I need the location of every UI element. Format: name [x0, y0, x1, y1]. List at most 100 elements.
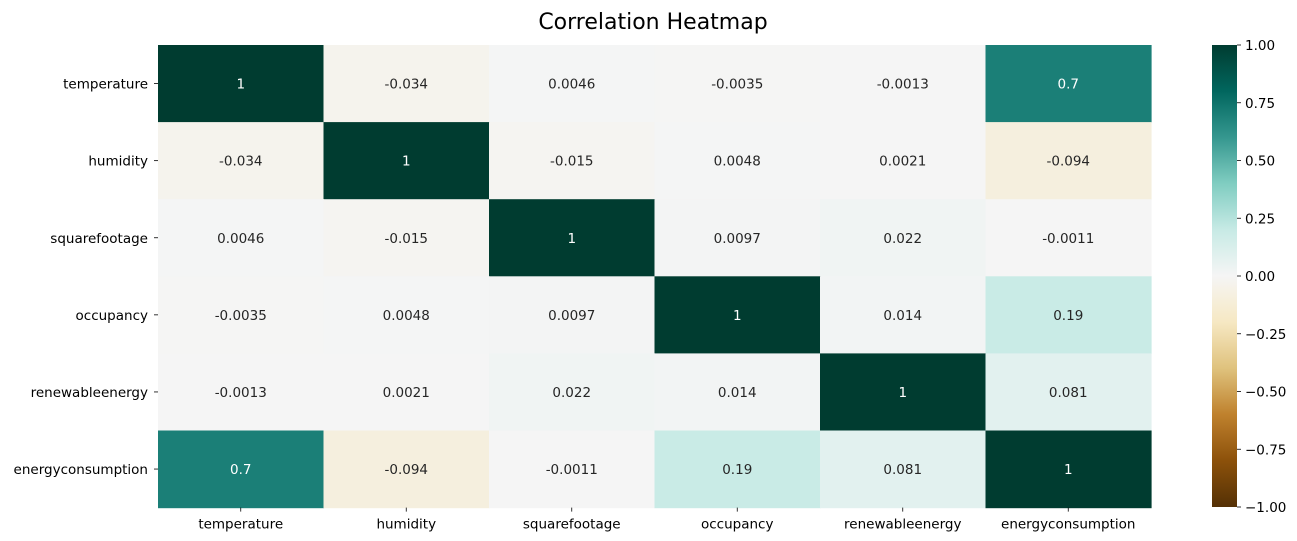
heatmap-cell — [654, 45, 821, 123]
cell-annotation: 0.081 — [1049, 385, 1088, 401]
heatmap-cell — [985, 45, 1152, 123]
cell-annotation: -0.0013 — [877, 77, 929, 93]
y-tick-label: squarefootage — [50, 231, 148, 247]
y-tick-label: humidity — [88, 154, 148, 170]
heatmap-cell — [820, 122, 987, 200]
x-tick-label: squarefootage — [523, 517, 621, 533]
cell-annotation: 0.7 — [230, 462, 251, 478]
heatmap-cell — [158, 276, 325, 354]
x-tick-label: renewableenergy — [844, 517, 961, 533]
colorbar-tick-label: −0.50 — [1245, 385, 1286, 401]
cell-annotation: 0.0048 — [714, 154, 761, 170]
heatmap-cell — [489, 276, 656, 354]
cell-annotation: 0.0048 — [383, 308, 430, 324]
heatmap-cell — [323, 276, 490, 354]
heatmap-cell — [985, 199, 1152, 277]
cell-annotation: 1 — [898, 385, 907, 401]
heatmap-cell — [489, 122, 656, 200]
colorbar-tick-label: −0.25 — [1245, 327, 1286, 343]
cell-annotation: 1 — [733, 308, 742, 324]
heatmap-cell — [158, 430, 325, 509]
cell-annotation: 1 — [236, 77, 245, 93]
cell-annotation: 0.022 — [883, 231, 922, 247]
heatmap-cell — [158, 353, 325, 432]
heatmap-cell — [158, 45, 325, 123]
chart-title: Correlation Heatmap — [538, 10, 767, 35]
cell-annotation: 0.0021 — [383, 385, 430, 401]
cell-annotation: 0.0097 — [548, 308, 595, 324]
y-tick-label: occupancy — [76, 308, 148, 324]
colorbar-ticks: 1.00 0.75 0.50 0.25 0.00 −0.25 −0.50 −0.75 −1.00 — [1237, 38, 1286, 516]
heatmap-cell — [323, 430, 490, 509]
colorbar-tick-label: 0.00 — [1245, 269, 1275, 285]
x-tick-label: occupancy — [701, 517, 773, 533]
colorbar-tick-label: 0.25 — [1245, 211, 1275, 227]
cell-annotation: -0.0011 — [1042, 231, 1094, 247]
heatmap-cell — [323, 45, 490, 123]
x-tick-label: energyconsumption — [1001, 517, 1135, 533]
colorbar-tick-label: 0.50 — [1245, 154, 1275, 170]
heatmap-cell — [323, 353, 490, 432]
cell-annotation: 0.022 — [552, 385, 591, 401]
colorbar-tick-label: 0.75 — [1245, 96, 1275, 112]
heatmap-cell — [654, 276, 821, 354]
heatmap-cell — [985, 353, 1152, 432]
heatmap-cell — [158, 199, 325, 277]
colorbar-tick-label: −0.75 — [1245, 442, 1286, 458]
cell-annotation: 0.0046 — [217, 231, 264, 247]
colorbar — [1212, 45, 1237, 507]
cell-annotation: 0.081 — [883, 462, 922, 478]
heatmap-cell — [985, 276, 1152, 354]
x-tick-label: temperature — [198, 517, 283, 533]
heatmap-cell — [158, 122, 325, 200]
x-tick-label: humidity — [376, 517, 436, 533]
cell-annotation: -0.015 — [550, 154, 594, 170]
cell-annotation: 1 — [1064, 462, 1073, 478]
cell-annotation: 0.0046 — [548, 77, 595, 93]
heatmap-cell — [985, 122, 1152, 200]
heatmap-cell — [820, 45, 987, 123]
cell-annotation: -0.015 — [384, 231, 428, 247]
cell-annotation: 0.7 — [1058, 77, 1079, 93]
cell-annotation: 0.0021 — [879, 154, 926, 170]
heatmap-cell — [489, 430, 656, 509]
cell-annotation: -0.0013 — [215, 385, 267, 401]
cell-annotation: -0.0035 — [711, 77, 763, 93]
heatmap-cells — [158, 45, 1152, 509]
heatmap-cell — [323, 199, 490, 277]
heatmap-cell — [654, 199, 821, 277]
cell-annotation: -0.094 — [384, 462, 428, 478]
heatmap-cell — [654, 430, 821, 509]
heatmap-cell — [985, 430, 1152, 509]
cell-annotation: -0.034 — [219, 154, 263, 170]
colorbar-tick-label: −1.00 — [1245, 500, 1286, 516]
heatmap-cell — [654, 353, 821, 432]
cell-annotation: 0.014 — [883, 308, 922, 324]
heatmap-cell — [489, 199, 656, 277]
x-axis-ticks: temperature humidity squarefootage occupanc… — [198, 507, 1135, 533]
heatmap-cell — [820, 199, 987, 277]
heatmap-cell — [489, 45, 656, 123]
y-axis-ticks: temperature humidity squarefootage occupanc… — [14, 77, 158, 478]
cell-annotation: 0.19 — [1053, 308, 1083, 324]
heatmap-cell — [820, 276, 987, 354]
cell-annotation: 0.0097 — [714, 231, 761, 247]
heatmap-cell — [820, 353, 987, 432]
cell-annotation: -0.034 — [384, 77, 428, 93]
y-tick-label: renewableenergy — [31, 385, 148, 401]
heatmap-cell — [323, 122, 490, 200]
cell-annotation: 0.19 — [722, 462, 752, 478]
heatmap-annotations: 1 -0.034 0.0046 -0.0035 -0.0013 0.7 -0.034 1 -0.… — [215, 77, 1095, 478]
y-tick-label: energyconsumption — [14, 462, 148, 478]
heatmap-cell — [820, 430, 987, 509]
cell-annotation: 0.014 — [718, 385, 757, 401]
cell-annotation: -0.0035 — [215, 308, 267, 324]
heatmap-cell — [489, 353, 656, 432]
y-tick-label: temperature — [63, 77, 148, 93]
colorbar-tick-label: 1.00 — [1245, 38, 1275, 54]
cell-annotation: 1 — [402, 154, 411, 170]
cell-annotation: 1 — [567, 231, 576, 247]
cell-annotation: -0.0011 — [546, 462, 598, 478]
cell-annotation: -0.094 — [1046, 154, 1090, 170]
